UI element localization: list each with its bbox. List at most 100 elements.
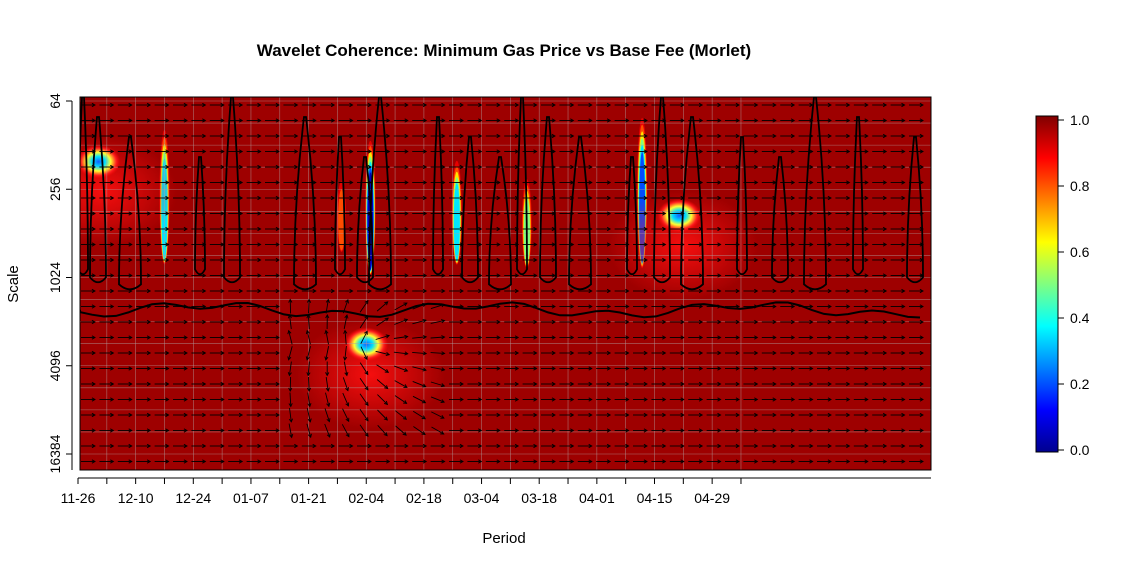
phase-arrow-head <box>901 180 906 185</box>
phase-arrow-head <box>459 381 464 387</box>
phase-arrow-head <box>183 118 188 123</box>
phase-arrow <box>412 395 426 404</box>
phase-arrow-head <box>551 102 556 108</box>
phase-arrow-head <box>294 288 299 294</box>
phase-arrow-head <box>367 211 372 216</box>
phase-arrow-head <box>809 350 814 356</box>
phase-arrow-head <box>202 288 207 294</box>
phase-arrow-head <box>809 381 814 387</box>
phase-arrow-head <box>625 226 630 232</box>
phase-arrow-head <box>496 211 501 216</box>
phase-arrow-head <box>478 257 483 263</box>
phase-arrow-head <box>698 304 704 309</box>
phase-arrow <box>394 365 408 372</box>
phase-arrow-head <box>294 226 299 232</box>
phase-arrow <box>376 301 388 312</box>
phase-arrow-head <box>827 133 832 139</box>
phase-arrow-head <box>827 319 832 325</box>
phase-arrow-head <box>128 335 133 340</box>
phase-arrow-head <box>386 273 391 278</box>
phase-arrow-head <box>367 242 372 247</box>
phase-arrow-head <box>440 399 445 403</box>
phase-arrow-head <box>698 118 704 123</box>
phase-arrow-head <box>901 288 906 294</box>
phase-arrow-head <box>128 180 133 185</box>
phase-arrow-head <box>165 304 170 309</box>
phase-arrow-head <box>772 459 777 464</box>
phase-arrow-head <box>717 180 722 185</box>
phase-arrow-head <box>864 273 869 278</box>
plot-area <box>80 97 931 470</box>
phase-arrow-head <box>643 335 648 340</box>
phase-arrow-head <box>441 273 446 278</box>
phase-arrow-head <box>588 211 593 216</box>
phase-arrow-head <box>772 273 777 278</box>
phase-arrow-head <box>790 350 796 356</box>
phase-arrow-head <box>882 273 888 278</box>
phase-arrow-head <box>551 428 556 433</box>
phase-arrow-head <box>325 372 330 377</box>
phase-arrow-head <box>183 133 188 139</box>
phase-arrow-head <box>325 387 330 392</box>
phase-arrow-head <box>625 102 630 108</box>
phase-arrow-head <box>441 102 446 108</box>
phase-arrow-head <box>386 195 391 201</box>
phase-arrow-head <box>422 211 428 216</box>
phase-arrow-head <box>478 443 483 449</box>
phase-arrow-head <box>128 319 133 325</box>
phase-arrow-head <box>275 164 280 170</box>
phase-arrow-head <box>183 304 188 309</box>
phase-arrow-head <box>662 288 667 294</box>
phase-arrow-head <box>698 273 704 278</box>
phase-arrow-head <box>735 164 740 170</box>
phase-arrow-head <box>146 273 152 278</box>
phase-arrow-head <box>459 195 464 201</box>
phase-arrow-head <box>570 118 575 123</box>
phase-arrow-head <box>514 381 520 387</box>
phase-arrow-head <box>422 149 428 154</box>
phase-arrow-head <box>864 102 869 108</box>
x-tick-label: 01-21 <box>291 490 327 506</box>
phase-arrow-head <box>606 118 612 123</box>
colorbar-scale <box>1035 115 1059 453</box>
phase-arrow <box>359 393 369 406</box>
phase-arrow-head <box>698 211 704 216</box>
phase-arrow-head <box>533 366 538 371</box>
phase-arrow-head <box>514 366 520 371</box>
phase-arrow-head <box>165 459 170 464</box>
phase-arrow-head <box>570 319 575 325</box>
phase-arrow-head <box>772 242 777 247</box>
phase-arrow-head <box>324 329 329 335</box>
phase-arrow-head <box>478 118 483 123</box>
phase-arrow-head <box>514 273 520 278</box>
phase-arrow-head <box>459 397 464 402</box>
phase-arrow-head <box>294 459 299 464</box>
phase-arrow-head <box>717 226 722 232</box>
phase-arrow-head <box>919 118 924 123</box>
phase-arrow-head <box>570 350 575 356</box>
blob-core <box>657 198 702 233</box>
phase-arrow-head <box>882 412 888 418</box>
phase-arrow-head <box>238 180 244 185</box>
phase-arrow-head <box>364 315 369 320</box>
phase-arrow-head <box>91 459 96 464</box>
phase-arrow-head <box>384 301 389 306</box>
phase-arrow-head <box>110 350 115 356</box>
phase-arrow-head <box>441 195 446 201</box>
phase-arrow-head <box>146 366 152 371</box>
phase-arrow-head <box>735 195 740 201</box>
plot-frame <box>79 96 932 471</box>
phase-arrow-head <box>330 149 336 154</box>
phase-arrow-head <box>901 459 906 464</box>
phase-arrow-head <box>717 319 722 325</box>
phase-arrow-head <box>422 367 427 372</box>
phase-arrow-head <box>383 432 388 437</box>
phase-arrow-head <box>772 397 777 402</box>
phase-arrow-head <box>698 412 704 418</box>
phase-arrow-head <box>919 102 924 108</box>
phase-arrow-head <box>422 383 427 388</box>
phase-arrow-head <box>551 164 556 170</box>
phase-arrow <box>308 299 310 314</box>
phase-arrow-head <box>404 195 409 201</box>
